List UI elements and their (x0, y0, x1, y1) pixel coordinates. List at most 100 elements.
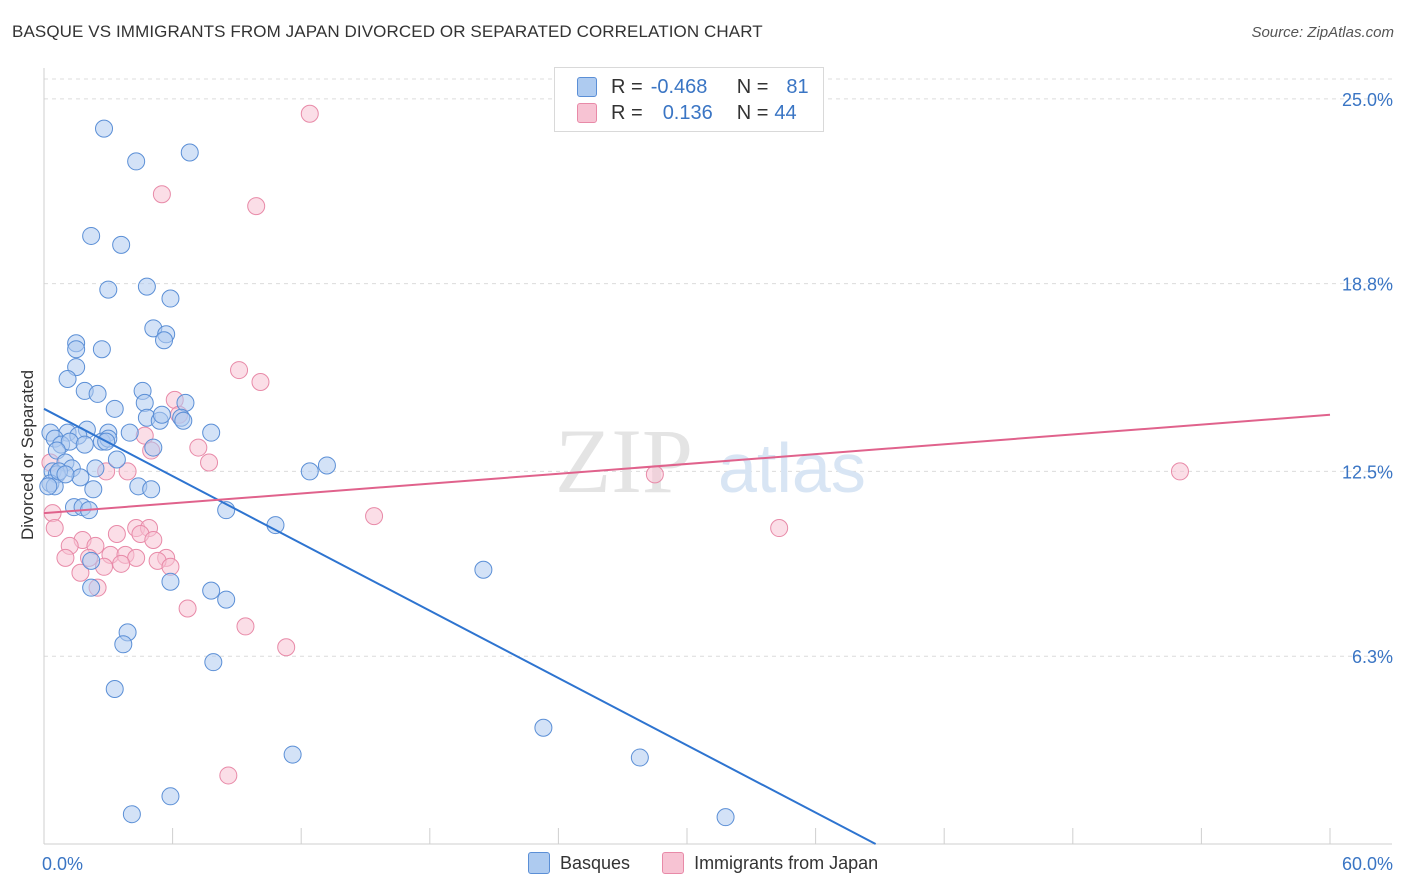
legend-basques-label: Basques (560, 852, 631, 873)
legend-item-basques: Basques (528, 852, 630, 874)
basque-point-3 (82, 226, 101, 245)
legend-japan-swatch (662, 852, 685, 874)
y-tick-label-2: 18.8% (1342, 275, 1393, 295)
correlation-legend: R = -0.468 N = 81 R = 0.136 N = 44 (554, 67, 824, 132)
basque-point-73 (122, 805, 141, 824)
basque-point-61 (161, 572, 180, 591)
basque-point-53 (84, 480, 103, 499)
basques-r-label: R = (611, 75, 643, 98)
watermark-zip: ZIP (555, 410, 693, 512)
basque-point-43 (107, 450, 126, 469)
basque-point-25 (174, 411, 193, 430)
basques-swatch (577, 77, 597, 97)
axes (43, 68, 1392, 845)
basque-point-0 (95, 119, 114, 138)
basque-point-2 (180, 143, 199, 162)
source-credit: Source: ZipAtlas.com (1251, 24, 1394, 41)
japan-point-20 (107, 525, 126, 544)
japan-point-13 (645, 465, 664, 484)
basque-point-63 (217, 590, 236, 609)
basque-point-48 (317, 456, 336, 475)
legend-japan-label: Immigrants from Japan (694, 852, 879, 873)
japan-point-30 (56, 548, 75, 567)
basque-point-75 (39, 477, 58, 496)
japan-point-1 (152, 185, 171, 204)
y-tick-label-3: 25.0% (1342, 90, 1393, 110)
basques-n-label: N = (736, 75, 769, 98)
x-tick-label-max: 60.0% (1342, 854, 1393, 874)
basque-point-13 (92, 340, 111, 359)
basque-point-7 (161, 289, 180, 308)
basque-point-36 (144, 438, 163, 457)
legend-basques-swatch (528, 852, 550, 874)
japan-point-17 (365, 507, 384, 526)
watermark: ZIP atlas (555, 410, 866, 512)
trend-lines (43, 407, 1331, 845)
basques-n-value: 81 (786, 75, 809, 98)
y-tick-label-0: 6.3% (1352, 647, 1393, 667)
japan-point-8 (189, 438, 208, 457)
japan-point-38 (71, 563, 90, 582)
japan-point-4 (251, 372, 270, 391)
basque-point-47 (300, 462, 319, 481)
japan-point-14 (1170, 462, 1189, 481)
japan-point-10 (200, 453, 219, 472)
basque-point-21 (176, 393, 195, 412)
basque-point-42 (86, 459, 105, 478)
basque-points (39, 119, 735, 827)
basque-point-80 (56, 465, 75, 484)
japan-point-26 (144, 530, 163, 549)
basque-point-15 (58, 370, 77, 389)
basque-point-4 (112, 235, 131, 254)
legend-item-japan: Immigrants from Japan (662, 852, 878, 874)
japan-point-19 (45, 519, 64, 538)
basque-point-79 (152, 405, 171, 424)
japan-point-32 (127, 548, 146, 567)
japan-point-3 (230, 361, 249, 380)
y-tick-label-1: 12.5% (1342, 462, 1393, 482)
japan-point-43 (219, 766, 238, 785)
japan-point-0 (300, 104, 319, 123)
basque-point-72 (161, 787, 180, 806)
japan-point-12 (118, 462, 137, 481)
japan-point-40 (178, 599, 197, 618)
japan-swatch (577, 103, 597, 123)
basque-point-5 (99, 280, 118, 299)
basques-r-value: -0.468 (650, 75, 708, 98)
y-axis-label: Divorced or Separated (18, 369, 37, 541)
japan-r-label: R = (611, 101, 643, 124)
basque-point-6 (137, 277, 156, 296)
basque-point-74 (716, 808, 735, 827)
basque-point-17 (88, 384, 107, 403)
basque-point-64 (82, 578, 101, 597)
basque-point-46 (71, 468, 90, 487)
basque-point-37 (202, 423, 221, 442)
basque-point-68 (105, 680, 124, 699)
watermark-atlas: atlas (718, 429, 866, 507)
japan-point-42 (277, 638, 296, 657)
series-legend: Basques Immigrants from Japan (528, 852, 910, 874)
basque-point-18 (105, 399, 124, 418)
japan-r-value: 0.136 (662, 101, 713, 124)
x-tick-label-min: 0.0% (42, 854, 83, 874)
japan-n-label: N = (736, 101, 769, 124)
japan-point-2 (247, 197, 266, 216)
japan-point-41 (236, 617, 255, 636)
legend-row-basques: R = -0.468 N = 81 (577, 75, 809, 99)
basque-point-1 (127, 152, 146, 171)
basque-point-52 (142, 480, 161, 499)
basque-point-10 (155, 331, 174, 350)
basque-point-76 (75, 435, 94, 454)
basque-point-69 (534, 718, 553, 737)
japan-point-34 (112, 554, 131, 573)
japan-n-value: 44 (774, 101, 797, 124)
basque-point-20 (135, 393, 154, 412)
basque-point-62 (202, 581, 221, 600)
tick-labels: 6.3% 12.5% 18.8% 25.0% 0.0% 60.0% (42, 90, 1393, 874)
legend-row-japan: R = 0.136 N = 44 (577, 101, 797, 125)
basque-point-59 (82, 551, 101, 570)
basque-point-67 (204, 653, 223, 672)
basque-point-12 (67, 340, 86, 359)
chart-title: BASQUE VS IMMIGRANTS FROM JAPAN DIVORCED… (12, 22, 763, 41)
